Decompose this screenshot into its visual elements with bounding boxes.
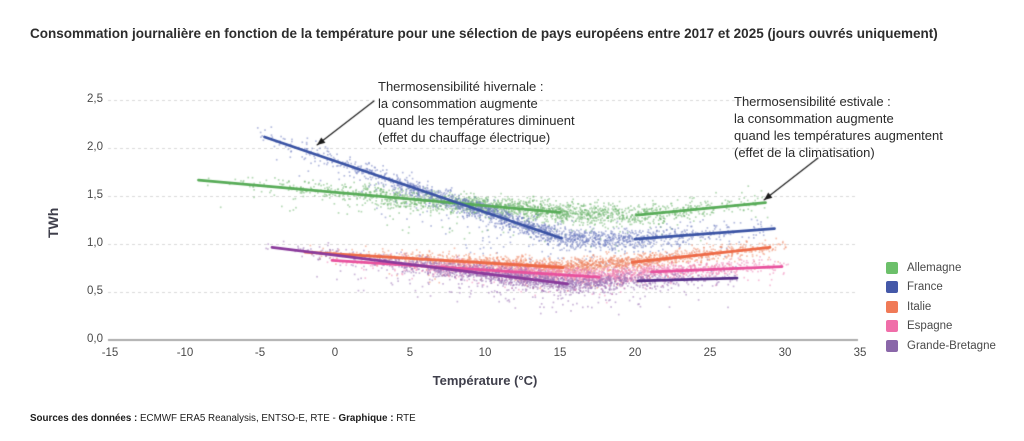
sources-text: ECMWF ERA5 Reanalysis, ENTSO-E, RTE - [137, 413, 339, 424]
x-tick-label: -5 [254, 347, 266, 359]
legend-label: Espagne [907, 320, 953, 333]
y-axis-title: TWh [45, 207, 61, 238]
legend-item: Italie [886, 297, 996, 317]
sources-footer: Sources des données : ECMWF ERA5 Reanaly… [30, 413, 416, 424]
annotation-line: Thermosensibilité estivale : [734, 94, 891, 109]
legend-item: Allemagne [886, 258, 996, 278]
x-tick-label: -15 [101, 347, 119, 359]
annotation-line: la consommation augmente [734, 111, 894, 126]
x-tick-label: 35 [853, 347, 867, 359]
x-axis-title: Température (°C) [432, 373, 538, 388]
y-tick-label: 0,5 [87, 285, 103, 297]
sources-label: Sources des données : [30, 413, 138, 424]
x-tick-label: 25 [703, 347, 717, 359]
x-tick-label: 15 [553, 347, 567, 359]
annotation-line: Thermosensibilité hivernale : [378, 79, 544, 94]
legend-label: France [907, 281, 943, 294]
y-tick-label: 2,5 [87, 93, 103, 105]
annotation-line: (effet de la climatisation) [734, 145, 875, 160]
legend-label: Allemagne [907, 261, 962, 274]
annotation-line: quand les températures diminuent [378, 113, 575, 128]
legend-swatch [886, 300, 898, 313]
legend-item: Grande-Bretagne [886, 336, 996, 356]
x-tick-label: 5 [406, 347, 414, 359]
x-tick-label: 20 [628, 347, 642, 359]
y-tick-label: 1,0 [87, 237, 103, 249]
x-tick-label: 30 [778, 347, 792, 359]
annotation-line: (effet du chauffage électrique) [378, 130, 551, 145]
legend-swatch [886, 281, 898, 294]
y-tick-label: 2,0 [87, 141, 103, 153]
x-tick-label: 10 [478, 347, 492, 359]
legend-swatch [886, 261, 898, 274]
y-tick-label: 1,5 [87, 189, 103, 201]
legend-item: Espagne [886, 317, 996, 337]
legend: Allemagne France Italie Espagne Grande-B… [886, 258, 996, 356]
graphic-label: Graphique : [338, 413, 394, 424]
graphic-text: RTE [393, 413, 416, 424]
chart-title: Consommation journalière en fonction de … [30, 26, 938, 41]
legend-swatch [886, 320, 898, 333]
annotation-line: la consommation augmente [378, 96, 538, 111]
y-tick-label: 0,0 [87, 333, 103, 345]
annotation-line: quand les températures augmentent [734, 128, 943, 143]
legend-item: France [886, 278, 996, 298]
legend-swatch [886, 339, 898, 352]
annotation-summer-thermosensitivity: Thermosensibilité estivale : la consomma… [734, 93, 943, 161]
annotation-winter-thermosensitivity: Thermosensibilité hivernale : la consomm… [378, 78, 575, 146]
x-tick-label: -10 [176, 347, 194, 359]
x-tick-label: 0 [331, 347, 339, 359]
legend-label: Grande-Bretagne [907, 339, 996, 352]
legend-label: Italie [907, 300, 932, 313]
